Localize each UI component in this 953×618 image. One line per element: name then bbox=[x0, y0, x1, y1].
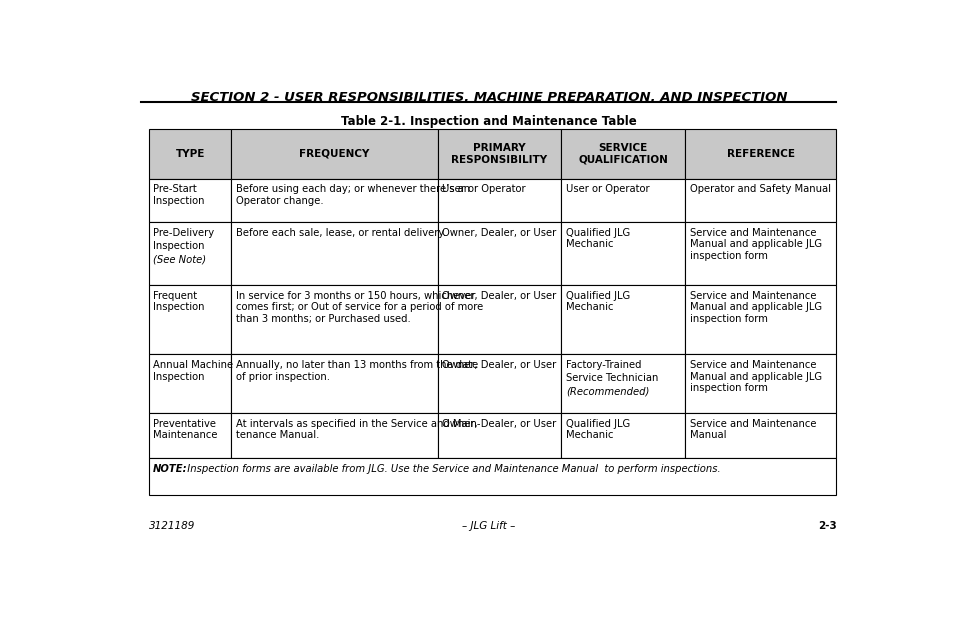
Text: At intervals as specified in the Service and Main-
tenance Manual.: At intervals as specified in the Service… bbox=[235, 418, 479, 440]
Text: 3121189: 3121189 bbox=[149, 521, 195, 531]
Text: Service and Maintenance
Manual: Service and Maintenance Manual bbox=[689, 418, 815, 440]
Bar bbox=[560, 354, 684, 413]
Bar bbox=[149, 285, 231, 354]
Text: Qualified JLG
Mechanic: Qualified JLG Mechanic bbox=[565, 290, 629, 312]
Text: Inspection forms are available from JLG. Use the Service and Maintenance Manual : Inspection forms are available from JLG.… bbox=[181, 464, 720, 474]
Text: Qualified JLG
Mechanic: Qualified JLG Mechanic bbox=[565, 228, 629, 250]
Bar bbox=[231, 222, 437, 285]
Bar bbox=[149, 354, 231, 413]
Text: 2-3: 2-3 bbox=[817, 521, 836, 531]
Bar bbox=[437, 413, 560, 459]
Bar bbox=[231, 129, 437, 179]
Bar bbox=[560, 413, 684, 459]
Bar bbox=[437, 222, 560, 285]
Text: User or Operator: User or Operator bbox=[565, 184, 649, 195]
Text: Owner, Dealer, or User: Owner, Dealer, or User bbox=[441, 418, 556, 429]
Bar bbox=[149, 459, 836, 495]
Text: Preventative
Maintenance: Preventative Maintenance bbox=[153, 418, 217, 440]
Text: Inspection: Inspection bbox=[153, 241, 205, 251]
Text: SECTION 2 - USER RESPONSIBILITIES, MACHINE PREPARATION, AND INSPECTION: SECTION 2 - USER RESPONSIBILITIES, MACHI… bbox=[191, 91, 786, 104]
Text: REFERENCE: REFERENCE bbox=[726, 149, 794, 159]
Text: TYPE: TYPE bbox=[175, 149, 205, 159]
Bar bbox=[231, 285, 437, 354]
Bar bbox=[684, 222, 836, 285]
Text: Service and Maintenance
Manual and applicable JLG
inspection form: Service and Maintenance Manual and appli… bbox=[689, 360, 821, 393]
Text: Before each sale, lease, or rental delivery.: Before each sale, lease, or rental deliv… bbox=[235, 228, 445, 238]
Bar bbox=[149, 222, 231, 285]
Bar bbox=[560, 179, 684, 222]
Text: Owner, Dealer, or User: Owner, Dealer, or User bbox=[441, 228, 556, 238]
Text: Service Technician: Service Technician bbox=[565, 373, 658, 383]
Bar bbox=[437, 354, 560, 413]
Bar bbox=[149, 179, 231, 222]
Text: Before using each day; or whenever there’s an
Operator change.: Before using each day; or whenever there… bbox=[235, 184, 470, 206]
Text: Frequent
Inspection: Frequent Inspection bbox=[153, 290, 205, 312]
Bar bbox=[231, 413, 437, 459]
Bar bbox=[149, 129, 231, 179]
Text: Pre-Delivery: Pre-Delivery bbox=[153, 228, 214, 238]
Text: Owner, Dealer, or User: Owner, Dealer, or User bbox=[441, 290, 556, 301]
Text: Factory-Trained: Factory-Trained bbox=[565, 360, 640, 370]
Text: User or Operator: User or Operator bbox=[441, 184, 525, 195]
Text: Service and Maintenance
Manual and applicable JLG
inspection form: Service and Maintenance Manual and appli… bbox=[689, 228, 821, 261]
Bar bbox=[560, 285, 684, 354]
Text: Annually, no later than 13 months from the date
of prior inspection.: Annually, no later than 13 months from t… bbox=[235, 360, 477, 382]
Text: Annual Machine
Inspection: Annual Machine Inspection bbox=[153, 360, 233, 382]
Text: Operator and Safety Manual: Operator and Safety Manual bbox=[689, 184, 830, 195]
Bar bbox=[560, 222, 684, 285]
Text: Owner, Dealer, or User: Owner, Dealer, or User bbox=[441, 360, 556, 370]
Bar bbox=[684, 129, 836, 179]
Text: (Recommended): (Recommended) bbox=[565, 387, 648, 397]
Text: In service for 3 months or 150 hours, whichever
comes first; or Out of service f: In service for 3 months or 150 hours, wh… bbox=[235, 290, 482, 324]
Bar bbox=[231, 354, 437, 413]
Text: PRIMARY
RESPONSIBILITY: PRIMARY RESPONSIBILITY bbox=[451, 143, 547, 164]
Bar bbox=[437, 129, 560, 179]
Text: FREQUENCY: FREQUENCY bbox=[299, 149, 369, 159]
Bar bbox=[149, 413, 231, 459]
Bar bbox=[437, 285, 560, 354]
Text: Qualified JLG
Mechanic: Qualified JLG Mechanic bbox=[565, 418, 629, 440]
Bar bbox=[437, 179, 560, 222]
Bar bbox=[231, 179, 437, 222]
Bar bbox=[684, 354, 836, 413]
Text: Service and Maintenance
Manual and applicable JLG
inspection form: Service and Maintenance Manual and appli… bbox=[689, 290, 821, 324]
Bar bbox=[684, 413, 836, 459]
Text: SERVICE
QUALIFICATION: SERVICE QUALIFICATION bbox=[578, 143, 667, 164]
Bar bbox=[560, 129, 684, 179]
Text: – JLG Lift –: – JLG Lift – bbox=[462, 521, 515, 531]
Text: (See Note): (See Note) bbox=[153, 255, 206, 265]
Text: Pre-Start
Inspection: Pre-Start Inspection bbox=[153, 184, 205, 206]
Bar bbox=[684, 179, 836, 222]
Text: Table 2-1. Inspection and Maintenance Table: Table 2-1. Inspection and Maintenance Ta… bbox=[340, 114, 637, 127]
Bar bbox=[684, 285, 836, 354]
Text: NOTE:: NOTE: bbox=[153, 464, 188, 474]
